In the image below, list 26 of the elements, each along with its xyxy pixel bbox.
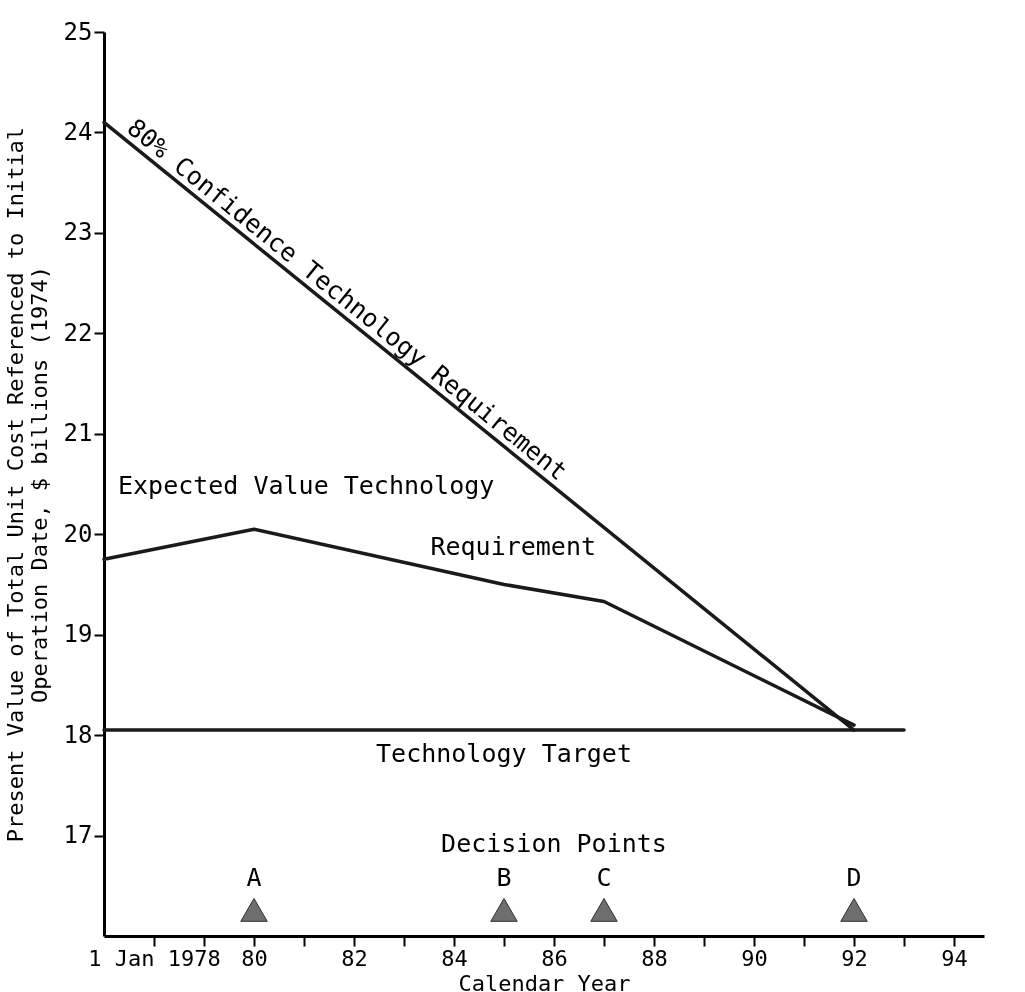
y-tick-label: 19: [63, 620, 93, 649]
annotation: A: [246, 862, 262, 892]
x-tick-label: 84: [441, 945, 468, 971]
x-tick-label: 80: [241, 945, 268, 971]
x-tick-label: 86: [541, 945, 568, 971]
y-tick-label: 20: [63, 519, 93, 548]
x-tick-label: 88: [641, 945, 668, 971]
y-tick-label: 18: [63, 720, 93, 749]
x-tick-label: 1 Jan 1978: [88, 945, 221, 971]
y-tick-label: 25: [63, 17, 93, 46]
y-tick-label: 23: [63, 218, 93, 247]
y-tick-label: 21: [63, 419, 93, 448]
x-tick-label: 94: [941, 945, 968, 971]
x-axis-title: Calendar Year: [458, 970, 631, 992]
annotation: D: [846, 862, 862, 892]
y-tick-label: 17: [63, 821, 93, 850]
series-label: Technology Target: [376, 739, 632, 769]
x-tick-label: 82: [341, 945, 368, 971]
y-tick-label: 22: [63, 318, 93, 347]
x-tick-label: 90: [741, 945, 768, 971]
y-axis-title: Present Value of Total Unit Cost Referenced to Initial Operation Date, $ billions (1974): [2, 126, 52, 843]
y-tick-label: 24: [63, 117, 93, 146]
annotation: B: [496, 862, 512, 892]
x-tick-label: 92: [841, 945, 868, 971]
annotation: Decision Points: [441, 828, 667, 858]
annotation: C: [596, 862, 612, 892]
